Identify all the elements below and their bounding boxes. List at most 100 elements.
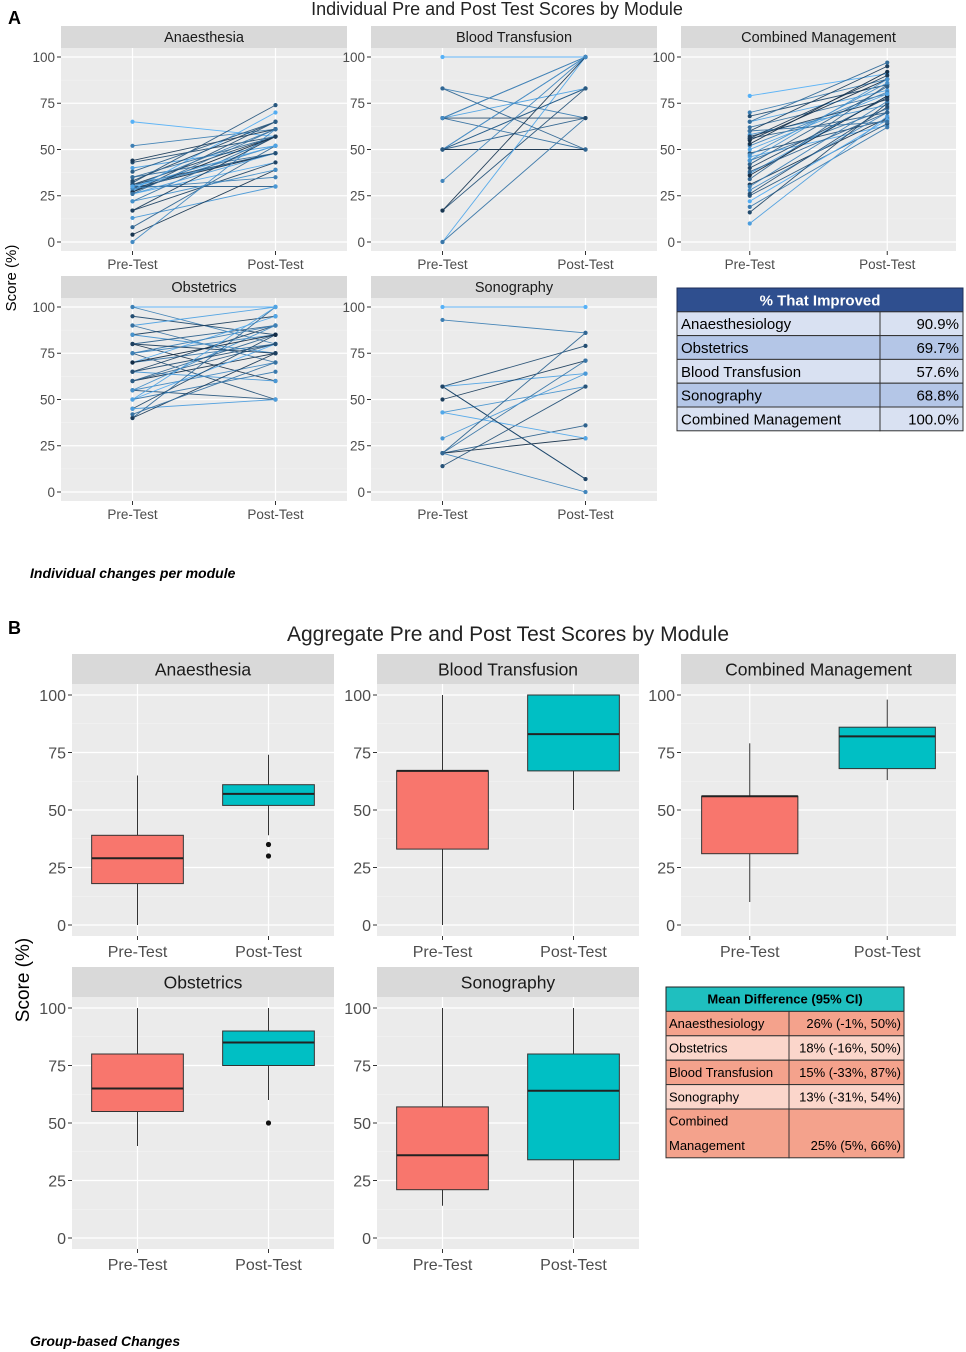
- mean-diff-table-label-cell: [665, 1059, 790, 1086]
- pre-score-point: [747, 141, 752, 147]
- score-line: [132, 325, 276, 345]
- improved-table-label: Sonography: [681, 388, 762, 405]
- pre-score-point: [440, 54, 445, 60]
- score-line: [749, 119, 888, 202]
- post-outlier: [265, 1120, 272, 1126]
- post-score-point: [885, 77, 890, 82]
- pre-score-point: [440, 410, 445, 415]
- score-line: [749, 86, 888, 165]
- post-score-point: [583, 343, 588, 348]
- score-line: [749, 75, 888, 139]
- score-line: [132, 343, 276, 373]
- score-line: [749, 121, 888, 132]
- y-tick-label: 0: [47, 235, 55, 250]
- score-line: [442, 386, 586, 467]
- caption-a: Individual changes per module: [30, 565, 236, 581]
- score-line: [749, 93, 888, 150]
- facet-strip: [72, 967, 334, 997]
- y-tick-label: 50: [40, 392, 55, 407]
- improved-table-value: 57.6%: [916, 364, 959, 381]
- x-tick-label: Post-Test: [859, 257, 916, 272]
- panel-a-letter: A: [8, 8, 21, 28]
- score-line: [132, 121, 276, 182]
- pre-score-point: [440, 464, 445, 469]
- post-score-point: [885, 91, 890, 97]
- x-tick-label: Pre-Test: [720, 944, 780, 961]
- pre-score-point: [130, 412, 135, 417]
- facet-sonography: Sonography 0 25 50 75 100 Pre-Test Post-Test: [342, 276, 657, 522]
- score-line: [132, 352, 276, 419]
- improved-table-value: 90.9%: [916, 316, 959, 333]
- chart-b-title: Aggregate Pre and Post Test Scores by Mo…: [287, 623, 729, 646]
- post-score-point: [885, 73, 890, 78]
- score-line: [132, 104, 276, 184]
- score-line: [132, 128, 276, 195]
- post-score-point: [273, 103, 278, 108]
- score-line: [749, 123, 888, 197]
- facet-strip: [61, 26, 347, 48]
- post-box: [527, 1053, 620, 1161]
- score-line: [132, 145, 276, 187]
- pre-score-point: [747, 128, 752, 134]
- pre-score-point: [130, 332, 135, 337]
- x-tick-label: Pre-Test: [417, 507, 468, 522]
- score-line: [749, 89, 888, 123]
- mean-diff-table-label-cell: [665, 1108, 790, 1159]
- pre-score-point: [130, 406, 135, 411]
- post-score-point: [885, 80, 890, 85]
- y-tick-label: 25: [40, 189, 55, 204]
- y-tick-label: 75: [350, 96, 365, 111]
- y-tick-label: 75: [353, 1058, 371, 1075]
- pre-score-point: [440, 397, 445, 402]
- y-tick-label: 100: [39, 688, 66, 705]
- score-line: [442, 56, 586, 150]
- pre-box: [91, 834, 184, 885]
- score-line: [749, 99, 888, 137]
- pre-score-point: [747, 204, 752, 209]
- pre-score-point: [130, 232, 135, 237]
- pre-box: [91, 1053, 184, 1112]
- post-score-point: [583, 489, 588, 495]
- pre-score-point: [747, 162, 752, 167]
- pre-score-point: [440, 451, 445, 456]
- post-score-point: [273, 143, 278, 148]
- post-score-point: [885, 64, 890, 69]
- y-tick-label: 0: [57, 1231, 66, 1248]
- facet-strip: [681, 654, 956, 684]
- y-tick-label: 0: [357, 485, 365, 500]
- pre-score-point: [747, 147, 752, 152]
- improved-table-header: % That Improved: [760, 292, 881, 309]
- y-tick-label: 50: [353, 1116, 371, 1133]
- y-tick-label: 50: [40, 142, 55, 157]
- score-line: [442, 424, 586, 454]
- y-tick-label: 75: [657, 745, 675, 762]
- y-tick-label: 0: [47, 485, 55, 500]
- improved-table: % That Improved Anaesthesiology 90.9% Obste…: [676, 287, 964, 432]
- facet-title: Anaesthesia: [155, 659, 252, 679]
- pre-score-point: [440, 115, 445, 121]
- facet-strip: [681, 26, 956, 48]
- post-score-point: [273, 134, 278, 139]
- score-line: [132, 136, 276, 163]
- y-tick-label: 25: [657, 860, 675, 877]
- pre-score-point: [747, 114, 752, 119]
- y-tick-label: 25: [350, 439, 365, 454]
- score-line: [132, 315, 276, 336]
- y-tick-label: 50: [657, 803, 675, 820]
- post-score-point: [273, 110, 278, 115]
- improved-table-label: Anaesthesiology: [681, 316, 792, 333]
- score-line: [749, 126, 888, 208]
- score-line: [132, 362, 276, 391]
- y-tick-label: 100: [342, 300, 365, 315]
- y-tick-label: 25: [353, 1173, 371, 1190]
- pre-score-point: [747, 125, 752, 130]
- y-tick-label: 50: [353, 803, 371, 820]
- post-score-point: [885, 114, 890, 119]
- pre-score-point: [747, 152, 752, 158]
- pre-score-point: [130, 225, 135, 230]
- caption-b: Group-based Changes: [30, 1333, 180, 1349]
- mean-diff-table-value-cell: [788, 1010, 905, 1037]
- post-score-point: [273, 127, 278, 132]
- pre-score-point: [130, 169, 135, 174]
